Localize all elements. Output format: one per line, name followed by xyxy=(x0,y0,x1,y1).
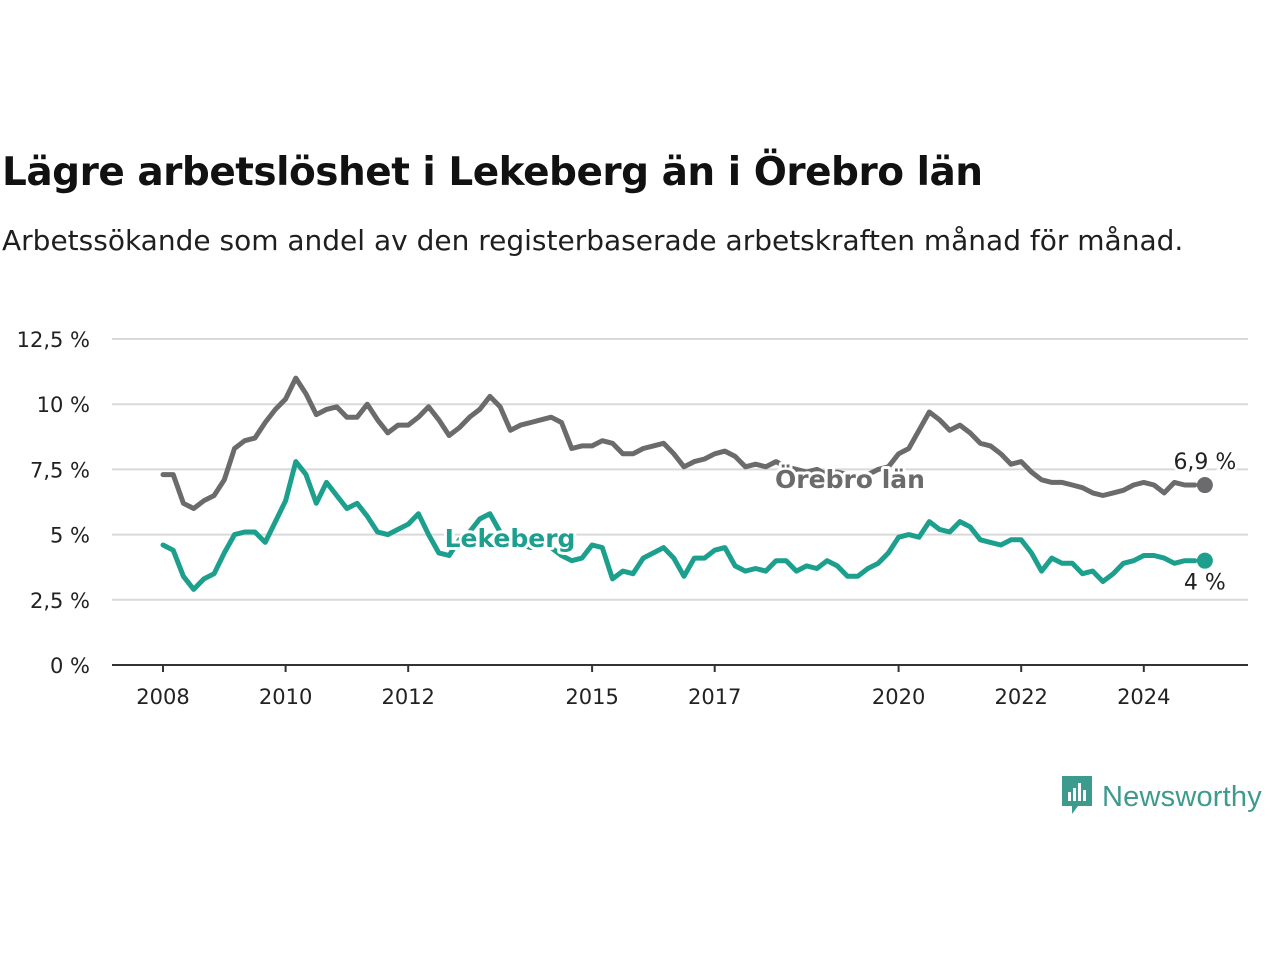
series-labels: 6,9 % 4 % Örebro län Lekeberg xyxy=(442,448,1239,599)
x-tick-label: 2010 xyxy=(259,685,312,709)
x-tick-label: 2020 xyxy=(872,685,925,709)
y-axis-ticks: 0 % 2,5 % 5 % 7,5 % 10 % 12,5 % xyxy=(17,328,90,678)
y-tick-label: 12,5 % xyxy=(17,328,90,352)
series-end-label: 6,9 % xyxy=(1173,450,1236,475)
x-tick-label: 2012 xyxy=(381,685,434,709)
x-tick-label: 2017 xyxy=(688,685,741,709)
series-label-orebro-lan: Örebro län xyxy=(775,464,925,494)
chart-subtitle: Arbetssökande som andel av den registerb… xyxy=(2,224,1184,257)
y-tick-label: 10 % xyxy=(37,393,90,417)
chart-title: Lägre arbetslöshet i Lekeberg än i Örebr… xyxy=(2,150,983,195)
x-tick-label: 2015 xyxy=(565,685,618,709)
y-tick-label: 7,5 % xyxy=(30,458,90,482)
gridlines xyxy=(112,338,1248,601)
series-end-point xyxy=(1196,477,1213,494)
newsworthy-logo-icon xyxy=(1060,774,1094,820)
series-line-lekeberg xyxy=(160,459,1198,592)
series-end-point xyxy=(1196,552,1213,569)
y-tick-label: 2,5 % xyxy=(30,589,90,613)
x-tick-label: 2008 xyxy=(136,685,189,709)
x-tick-label: 2024 xyxy=(1117,685,1170,709)
x-tick-label: 2022 xyxy=(994,685,1047,709)
series-line-orebro-lan xyxy=(160,375,1198,511)
brand-name: Newsworthy xyxy=(1102,780,1262,813)
series-label-lekeberg: Lekeberg xyxy=(445,524,576,553)
series-lines xyxy=(160,375,1213,592)
x-axis: 2008 2010 2012 2015 2017 2020 2022 2024 xyxy=(112,664,1248,709)
y-tick-label: 0 % xyxy=(50,654,90,678)
y-tick-label: 5 % xyxy=(50,524,90,548)
series-end-label: 4 % xyxy=(1184,571,1226,596)
brand-logo[interactable]: Newsworthy xyxy=(1060,774,1262,820)
